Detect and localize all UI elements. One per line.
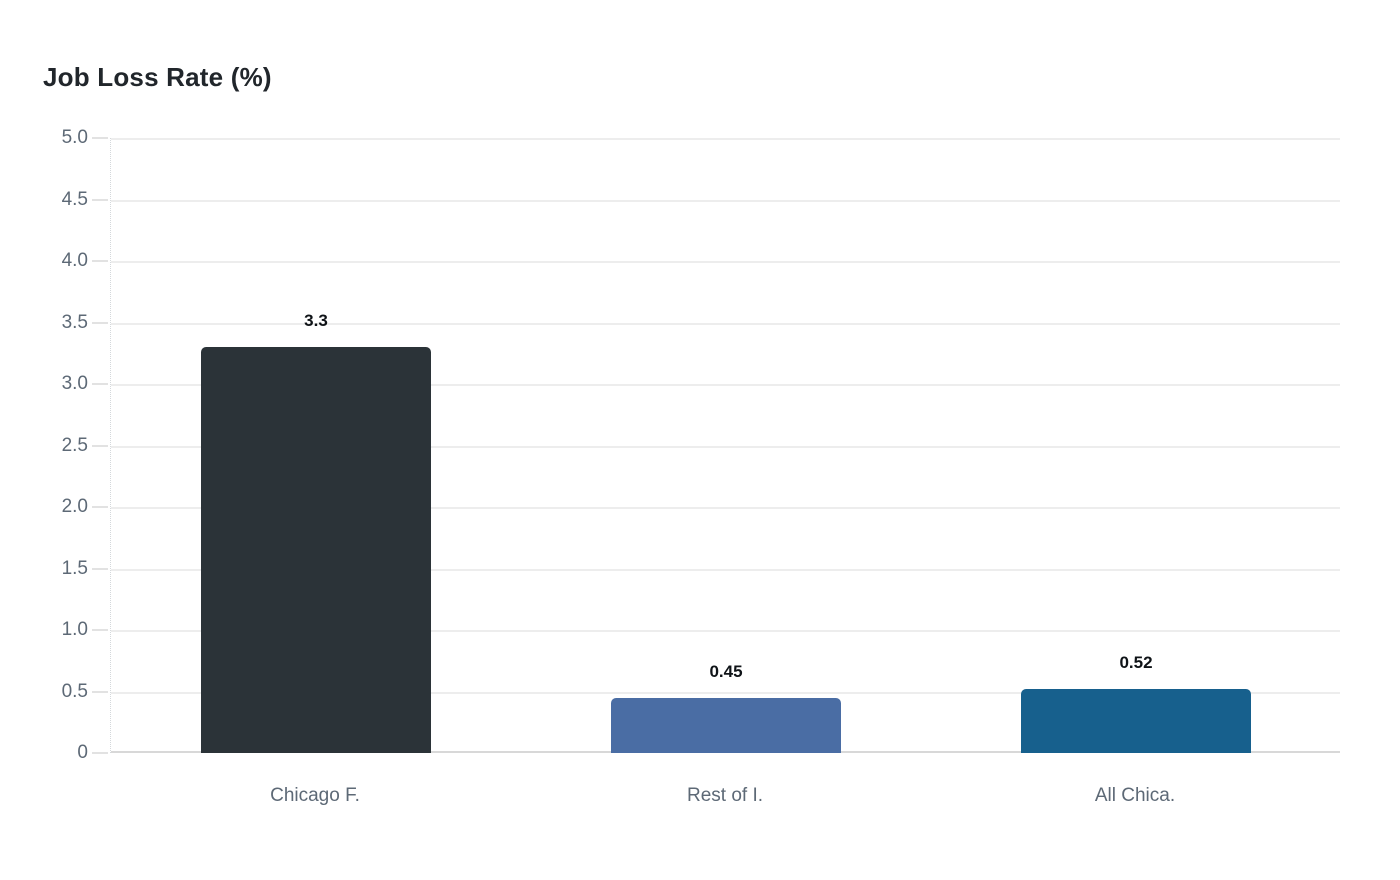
bar-value-label: 3.3 bbox=[304, 311, 328, 331]
y-tick-label: 2.5 bbox=[61, 434, 88, 456]
bar bbox=[1021, 689, 1251, 753]
plot-area: 3.3 0.45 0.52 bbox=[110, 138, 1340, 753]
y-tick-mark bbox=[92, 629, 108, 631]
gridline bbox=[111, 630, 1340, 632]
gridline bbox=[111, 322, 1340, 325]
gridline bbox=[111, 384, 1340, 386]
x-category-label: Rest of I. bbox=[686, 785, 764, 806]
gridline bbox=[111, 568, 1340, 571]
y-tick-label: 1.0 bbox=[61, 619, 88, 640]
gridline bbox=[111, 445, 1340, 448]
y-tick-label: 3.0 bbox=[61, 373, 88, 394]
x-category-label: All Chica. bbox=[1094, 785, 1176, 806]
gridline bbox=[111, 261, 1340, 263]
y-tick-label: 0.5 bbox=[61, 680, 88, 702]
bar-value-label: 0.52 bbox=[1119, 653, 1153, 673]
y-tick-mark bbox=[92, 506, 108, 508]
gridline bbox=[111, 199, 1340, 202]
y-tick-mark bbox=[92, 260, 108, 262]
bar bbox=[611, 697, 841, 753]
gridline bbox=[111, 691, 1340, 694]
gridline bbox=[111, 138, 1340, 140]
x-axis: Chicago F. Rest of I. All Chica. bbox=[110, 753, 1340, 813]
gridline bbox=[111, 507, 1340, 509]
y-tick-label: 3.5 bbox=[61, 311, 88, 333]
chart-title: Job Loss Rate (%) bbox=[43, 62, 272, 92]
bar bbox=[201, 347, 431, 753]
y-tick-mark bbox=[92, 567, 108, 570]
y-tick-mark bbox=[92, 752, 108, 754]
y-tick-label: 1.5 bbox=[61, 557, 88, 579]
y-tick-label: 5.0 bbox=[61, 127, 88, 148]
y-tick-label: 4.0 bbox=[61, 250, 88, 271]
x-category-label: Chicago F. bbox=[270, 785, 360, 806]
y-tick-label: 0 bbox=[77, 742, 88, 763]
y-axis: 0 0.5 1.0 1.5 2.0 2.5 3.0 3.5 4.0 4.5 5.0 bbox=[0, 0, 108, 880]
y-tick-mark bbox=[92, 383, 108, 385]
y-tick-mark bbox=[92, 444, 108, 447]
y-tick-mark bbox=[92, 198, 108, 201]
y-tick-label: 2.0 bbox=[61, 496, 88, 517]
y-tick-mark bbox=[92, 690, 108, 693]
y-tick-label: 4.5 bbox=[61, 188, 88, 210]
bar-value-label: 0.45 bbox=[709, 661, 743, 681]
y-tick-mark bbox=[92, 321, 108, 324]
y-tick-mark bbox=[92, 137, 108, 139]
